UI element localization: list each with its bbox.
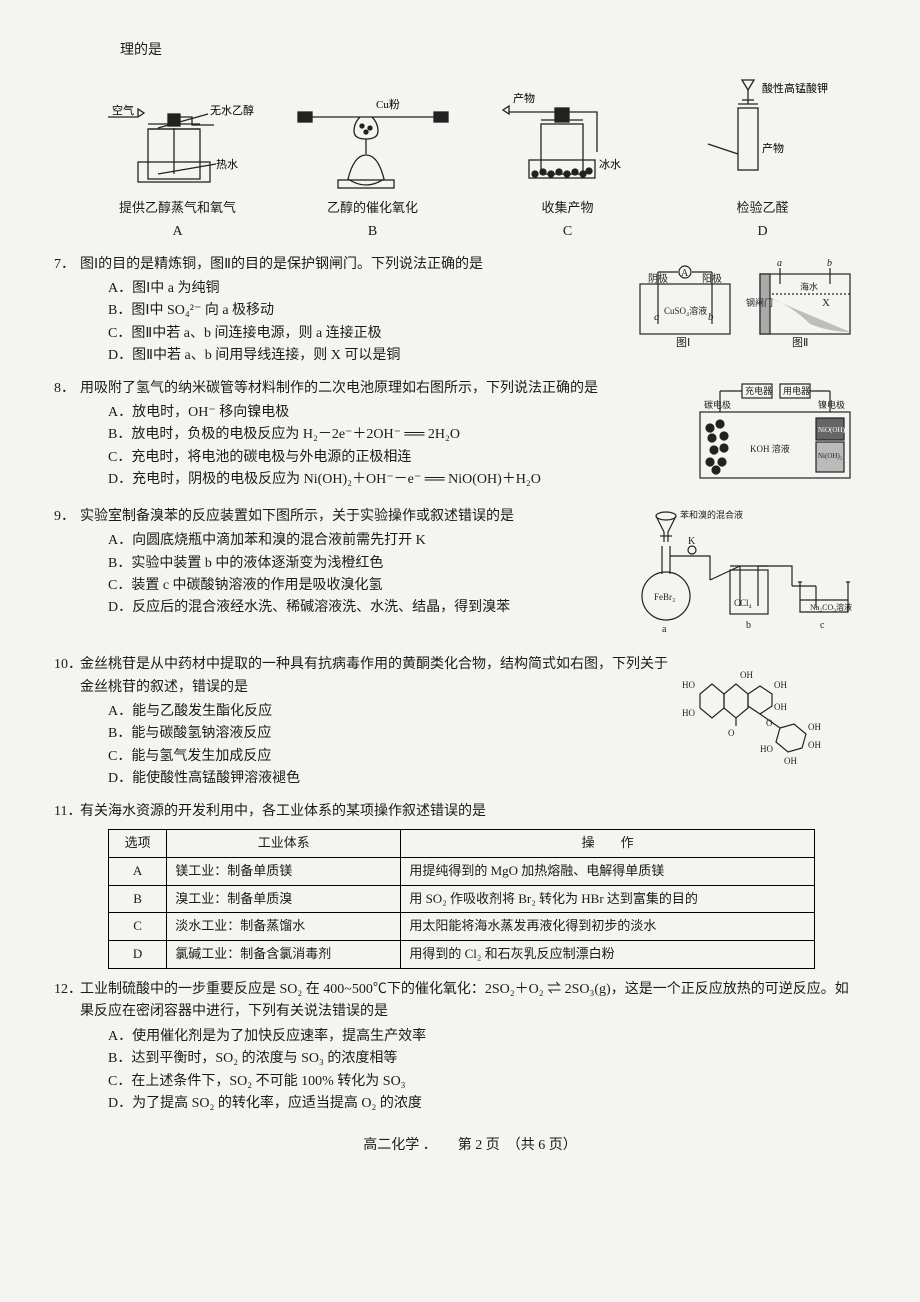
diagram-c-caption: 收集产物 bbox=[470, 198, 665, 219]
apparatus-diagram-row: 空气 无水乙醇 热水 提供乙醇蒸气和氧气 A Cu粉 乙醇的催化氧化 B bbox=[80, 74, 860, 243]
svg-text:CuSO₄溶液: CuSO₄溶液 bbox=[664, 305, 707, 316]
q11-th1: 选项 bbox=[109, 830, 167, 858]
svg-text:OH: OH bbox=[808, 740, 821, 750]
svg-text:X: X bbox=[822, 297, 830, 309]
svg-text:HO: HO bbox=[682, 680, 695, 690]
svg-text:NiO(OH): NiO(OH) bbox=[818, 426, 845, 434]
q11-th2: 工业体系 bbox=[167, 830, 401, 858]
svg-text:K: K bbox=[688, 536, 696, 547]
diagram-a-caption: 提供乙醇蒸气和氧气 bbox=[80, 198, 275, 219]
annot-cu: Cu粉 bbox=[376, 98, 400, 111]
svg-text:碳电极: 碳电极 bbox=[704, 399, 731, 410]
question-9: 9． 苯和溴的混合液 FeBr₃ a K bbox=[80, 506, 860, 644]
svg-text:FeBr₃: FeBr₃ bbox=[654, 592, 675, 602]
svg-text:HO: HO bbox=[682, 708, 695, 718]
svg-text:海水: 海水 bbox=[800, 281, 818, 292]
apparatus-b-svg: Cu粉 bbox=[288, 84, 458, 194]
diagram-b: Cu粉 乙醇的催化氧化 B bbox=[275, 84, 470, 243]
svg-text:a: a bbox=[777, 258, 782, 269]
annot-eth: 无水乙醇 bbox=[210, 103, 254, 117]
diagram-c: 产物 冰水 收集产物 C bbox=[470, 84, 665, 243]
q12-option-d: D．为了提高 SO₂ 的转化率，应适当提高 O₂ 的浓度 bbox=[108, 1093, 860, 1115]
svg-text:CCl₄: CCl₄ bbox=[734, 598, 752, 608]
svg-text:a: a bbox=[654, 311, 660, 323]
svg-text:c: c bbox=[820, 620, 825, 631]
q12-number: 12． bbox=[54, 979, 82, 1001]
annot-water: 热水 bbox=[216, 158, 238, 171]
table-row: B溴工业：制备单质溴用 SO₂ 作吸收剂将 Br₂ 转化为 HBr 达到富集的目… bbox=[109, 885, 815, 913]
diagram-b-caption: 乙醇的催化氧化 bbox=[275, 198, 470, 219]
q9-number: 9． bbox=[54, 506, 75, 528]
q7-number: 7． bbox=[54, 254, 75, 276]
svg-text:图Ⅰ: 图Ⅰ bbox=[676, 336, 690, 349]
question-11: 11． 有关海水资源的开发利用中，各工业体系的某项操作叙述错误的是 选项 工业体… bbox=[80, 801, 860, 969]
svg-text:b: b bbox=[708, 311, 714, 323]
diagram-d-caption: 检验乙醛 bbox=[665, 198, 860, 219]
question-7: 7． A 阴极 阳极 a b CuSO₄溶液 图Ⅰ bbox=[80, 254, 860, 368]
q11-stem: 有关海水资源的开发利用中，各工业体系的某项操作叙述错误的是 bbox=[80, 801, 860, 823]
page-footer: 高二化学 ． 第 2 页 （共 6 页） bbox=[80, 1135, 860, 1157]
table-row: D氯碱工业：制备含氯消毒剂用得到的 Cl₂ 和石灰乳反应制漂白粉 bbox=[109, 941, 815, 969]
svg-text:O: O bbox=[766, 718, 773, 728]
q11-table: 选项 工业体系 操 作 A镁工业：制备单质镁用提纯得到的 MgO 加热熔融、电解… bbox=[108, 829, 815, 969]
svg-text:镍电极: 镍电极 bbox=[818, 399, 845, 410]
svg-text:充电器: 充电器 bbox=[745, 385, 772, 396]
svg-text:O: O bbox=[728, 728, 735, 738]
q12-stem: 工业制硫酸中的一步重要反应是 SO₂ 在 400~500℃下的催化氧化：2SO₂… bbox=[80, 979, 860, 1024]
apparatus-d-svg: 酸性高锰酸钾溶液 产物 bbox=[698, 74, 828, 194]
table-row: A镁工业：制备单质镁用提纯得到的 MgO 加热熔融、电解得单质镁 bbox=[109, 857, 815, 885]
diagram-c-letter: C bbox=[470, 221, 665, 243]
page-fragment-header: 理的是 bbox=[120, 40, 860, 62]
svg-text:b: b bbox=[827, 258, 832, 269]
table-row: C淡水工业：制备蒸馏水用太阳能将海水蒸发再液化得到初步的淡水 bbox=[109, 913, 815, 941]
svg-text:KOH 溶液: KOH 溶液 bbox=[750, 443, 790, 454]
annot-prod-c: 产物 bbox=[513, 91, 535, 105]
diagram-a-letter: A bbox=[80, 221, 275, 243]
svg-text:Ni(OH)₂: Ni(OH)₂ bbox=[818, 452, 843, 460]
svg-text:OH: OH bbox=[740, 670, 753, 680]
annot-kmno4: 酸性高锰酸钾溶液 bbox=[762, 81, 828, 95]
annot-ice: 冰水 bbox=[599, 158, 621, 171]
svg-text:A: A bbox=[681, 268, 689, 279]
apparatus-a-svg: 空气 无水乙醇 热水 bbox=[98, 84, 258, 194]
svg-text:OH: OH bbox=[774, 680, 787, 690]
question-12: 12． 工业制硫酸中的一步重要反应是 SO₂ 在 400~500℃下的催化氧化：… bbox=[80, 979, 860, 1115]
diagram-d: 酸性高锰酸钾溶液 产物 检验乙醛 D bbox=[665, 74, 860, 243]
svg-text:HO: HO bbox=[760, 744, 773, 754]
q10-number: 10． bbox=[54, 654, 82, 676]
annot-air: 空气 bbox=[112, 103, 134, 117]
svg-text:苯和溴的混合液: 苯和溴的混合液 bbox=[680, 509, 743, 520]
svg-text:钢闸门: 钢闸门 bbox=[746, 297, 773, 308]
svg-text:阴极: 阴极 bbox=[648, 272, 668, 285]
svg-text:OH: OH bbox=[808, 722, 821, 732]
annot-prod-d: 产物 bbox=[762, 141, 784, 155]
question-8: 8． 充电器 用电器 碳电极 镍电极 KOH 溶液 NiO(OH) Ni(OH)… bbox=[80, 378, 860, 496]
svg-text:OH: OH bbox=[784, 756, 797, 766]
q8-number: 8． bbox=[54, 378, 75, 400]
q7-figure: A 阴极 阳极 a b CuSO₄溶液 图Ⅰ 钢闸门 海水 a b X bbox=[630, 254, 860, 357]
diagram-a: 空气 无水乙醇 热水 提供乙醇蒸气和氧气 A bbox=[80, 84, 275, 243]
q12-option-c: C．在上述条件下，SO₂ 不可能 100% 转化为 SO₃ bbox=[108, 1071, 860, 1093]
q11-th3: 操 作 bbox=[401, 830, 815, 858]
svg-text:用电器: 用电器 bbox=[783, 385, 810, 396]
svg-text:OH: OH bbox=[774, 702, 787, 712]
q11-number: 11． bbox=[54, 801, 81, 823]
svg-text:a: a bbox=[662, 624, 667, 635]
question-10: 10． O HO HO OH OH OH O OH OH bbox=[80, 654, 860, 790]
svg-text:Na₂CO₃溶液: Na₂CO₃溶液 bbox=[810, 602, 852, 612]
q10-figure: O HO HO OH OH OH O OH OH OH HO bbox=[680, 654, 860, 782]
diagram-b-letter: B bbox=[275, 221, 470, 243]
q12-option-b: B．达到平衡时，SO₂ 的浓度与 SO₃ 的浓度相等 bbox=[108, 1048, 860, 1070]
apparatus-c-svg: 产物 冰水 bbox=[493, 84, 643, 194]
q9-figure: 苯和溴的混合液 FeBr₃ a K CCl₄ b bbox=[630, 506, 860, 644]
svg-text:阳极: 阳极 bbox=[702, 272, 722, 285]
diagram-d-letter: D bbox=[665, 221, 860, 243]
svg-text:b: b bbox=[746, 620, 751, 631]
q12-option-a: A．使用催化剂是为了加快反应速率，提高生产效率 bbox=[108, 1026, 860, 1048]
svg-text:图Ⅱ: 图Ⅱ bbox=[792, 336, 808, 349]
q8-figure: 充电器 用电器 碳电极 镍电极 KOH 溶液 NiO(OH) Ni(OH)₂ bbox=[690, 378, 860, 496]
